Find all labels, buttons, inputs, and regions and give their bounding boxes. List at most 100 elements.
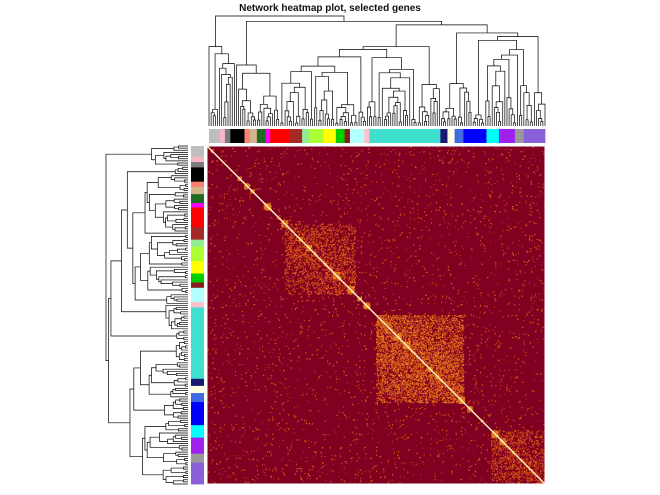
tom-cell — [376, 335, 378, 337]
tom-cell — [454, 374, 456, 376]
tom-cell — [348, 269, 350, 271]
tom-cell — [385, 366, 387, 368]
tom-cell — [322, 238, 324, 241]
dendrogram-branch — [183, 466, 188, 470]
tom-cell — [384, 321, 386, 323]
tom-cell — [442, 358, 444, 360]
tom-cell — [451, 348, 453, 350]
tom-cell — [414, 315, 417, 317]
tom-cell — [294, 255, 296, 257]
tom-cell — [394, 322, 396, 324]
tom-cell — [401, 316, 403, 318]
tom-cell — [418, 338, 420, 340]
tom-cell — [454, 333, 456, 335]
tom-cell — [418, 322, 420, 324]
tom-cell — [438, 351, 440, 353]
tom-cell — [388, 332, 390, 334]
tom-cell — [291, 255, 293, 257]
tom-cell — [435, 343, 438, 345]
tom-cell — [288, 261, 291, 263]
tom-cell — [426, 369, 428, 371]
tom-cell — [322, 250, 324, 252]
tom-cell — [310, 239, 312, 241]
tom-cell — [420, 341, 422, 343]
tom-cell — [440, 336, 442, 338]
tom-cell — [328, 248, 330, 250]
dendrogram-branch — [176, 373, 188, 376]
tom-cell — [421, 333, 423, 335]
tom-cell — [393, 320, 395, 323]
tom-cell — [332, 239, 334, 241]
tom-cell — [403, 373, 406, 375]
tom-cell — [437, 331, 439, 333]
tom-cell — [413, 358, 415, 360]
tom-cell — [326, 274, 329, 276]
tom-cell — [444, 327, 446, 329]
tom-cell — [338, 249, 340, 252]
tom-cell — [395, 369, 397, 372]
tom-cell — [417, 324, 419, 326]
dendrogram-branch — [185, 392, 188, 396]
tom-cell — [390, 353, 392, 356]
tom-cell — [321, 230, 324, 232]
tom-cell — [398, 331, 400, 334]
tom-cell — [457, 362, 459, 364]
tom-cell — [312, 224, 314, 226]
tom-cell — [286, 287, 288, 290]
tom-cell — [432, 350, 434, 352]
tom-cell — [415, 332, 417, 334]
tom-cell — [351, 248, 353, 250]
tom-cell — [343, 286, 346, 288]
tom-cell — [382, 325, 384, 327]
tom-cell — [421, 329, 423, 331]
tom-cell — [299, 256, 301, 258]
tom-cell — [418, 353, 420, 355]
tom-cell — [292, 261, 294, 263]
dendrogram-branch — [179, 398, 188, 402]
tom-cell — [430, 349, 432, 351]
module-band-grey — [209, 129, 221, 143]
tom-cell — [335, 259, 337, 261]
tom-cell — [418, 363, 420, 365]
dendrogram-branch — [293, 86, 306, 110]
tom-cell — [319, 260, 321, 263]
tom-cell — [310, 254, 313, 256]
tom-cell — [415, 369, 417, 371]
tom-cell — [456, 344, 458, 346]
tom-cell — [412, 349, 414, 351]
dendrogram-branch — [362, 121, 366, 126]
dendrogram-branch — [369, 116, 373, 126]
tom-cell — [298, 231, 300, 233]
tom-cell — [452, 341, 454, 343]
tom-cell — [426, 332, 428, 334]
tom-cell — [421, 372, 423, 374]
dendrogram-branch — [154, 203, 166, 218]
tom-cell — [405, 353, 407, 355]
tom-cell — [391, 344, 393, 346]
tom-cell — [401, 365, 403, 367]
tom-cell — [450, 358, 452, 360]
tom-cell — [409, 340, 411, 342]
tom-cell — [337, 230, 340, 232]
tom-cell — [446, 365, 449, 367]
tom-cell — [442, 353, 444, 356]
tom-cell — [302, 257, 304, 259]
tom-cell — [400, 359, 402, 361]
dendrogram-branch — [180, 351, 188, 356]
tom-cell — [337, 255, 339, 257]
tom-cell — [332, 233, 334, 236]
tom-cell — [308, 290, 310, 292]
tom-cell — [428, 333, 430, 335]
tom-cell — [342, 271, 344, 274]
tom-cell — [411, 372, 413, 374]
tom-cell — [446, 364, 449, 366]
tom-cell — [402, 316, 404, 318]
tom-cell — [431, 351, 433, 353]
tom-cell — [301, 244, 303, 246]
tom-cell — [301, 287, 303, 289]
tom-cell — [310, 253, 313, 255]
tom-cell — [414, 333, 416, 335]
tom-cell — [450, 330, 452, 332]
dendrogram-branch — [321, 99, 328, 115]
tom-cell — [287, 229, 289, 231]
